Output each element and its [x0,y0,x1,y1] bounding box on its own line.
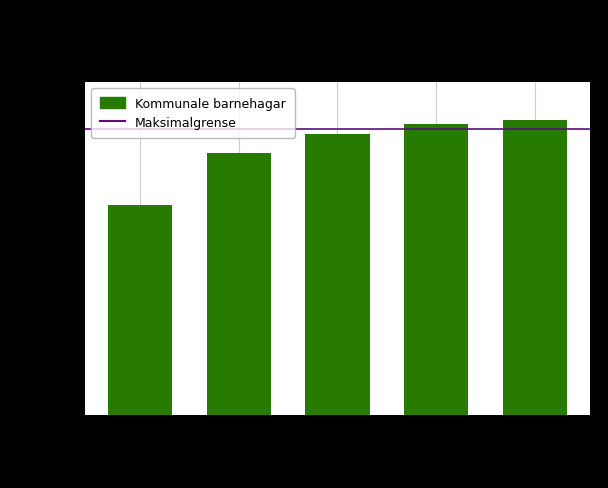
Bar [305,135,370,415]
Bar [207,153,271,415]
Bar [503,121,567,415]
Legend: Kommunale barnehagar, Maksimalgrense: Kommunale barnehagar, Maksimalgrense [91,89,295,139]
Bar [108,206,172,415]
Bar [404,125,468,415]
